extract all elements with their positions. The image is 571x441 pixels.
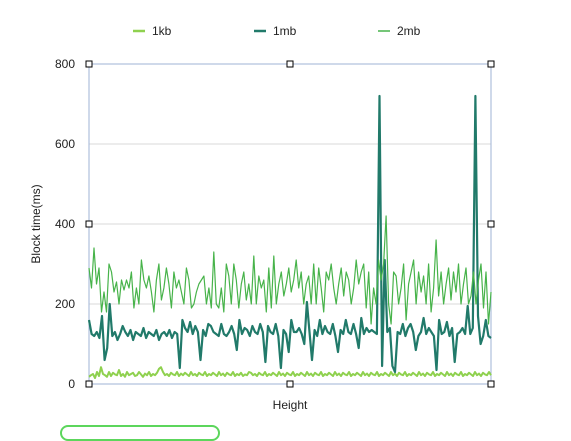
- resize-handle[interactable]: [286, 60, 294, 68]
- y-tick-label: 600: [55, 137, 75, 151]
- legend: 1kb 1mb 2mb: [133, 24, 421, 38]
- resize-handle[interactable]: [487, 220, 495, 228]
- x-axis-title: Height: [273, 398, 308, 412]
- series-line-2mb: [88, 215, 492, 325]
- y-tick-label: 0: [68, 377, 75, 391]
- gridlines: [89, 143, 491, 305]
- y-axis-title: Block time(ms): [29, 184, 43, 263]
- resize-handle[interactable]: [487, 380, 495, 388]
- resize-handle[interactable]: [85, 220, 93, 228]
- resize-handle[interactable]: [487, 60, 495, 68]
- legend-label: 2mb: [397, 24, 421, 38]
- y-axis-ticks: 0 200 400 600 800: [55, 57, 75, 391]
- legend-item-1mb: 1mb: [254, 24, 297, 38]
- y-tick-label: 800: [55, 57, 75, 71]
- selection-handles[interactable]: [85, 60, 495, 388]
- legend-item-1kb: 1kb: [133, 24, 172, 38]
- line-chart: 1kb 1mb 2mb 0 200 400 600 800 Block time(ms) H…: [29, 24, 495, 412]
- resize-handle[interactable]: [85, 60, 93, 68]
- legend-label: 1kb: [152, 24, 172, 38]
- y-tick-label: 400: [55, 217, 75, 231]
- legend-label: 1mb: [273, 24, 297, 38]
- legend-item-2mb: 2mb: [378, 24, 421, 38]
- series-lines: [87, 94, 492, 379]
- series-line-1kb: [88, 366, 492, 379]
- series-line-1mb: [87, 94, 492, 374]
- resize-handle[interactable]: [85, 380, 93, 388]
- y-tick-label: 200: [55, 297, 75, 311]
- bottom-control-pill[interactable]: [60, 425, 220, 441]
- resize-handle[interactable]: [286, 380, 294, 388]
